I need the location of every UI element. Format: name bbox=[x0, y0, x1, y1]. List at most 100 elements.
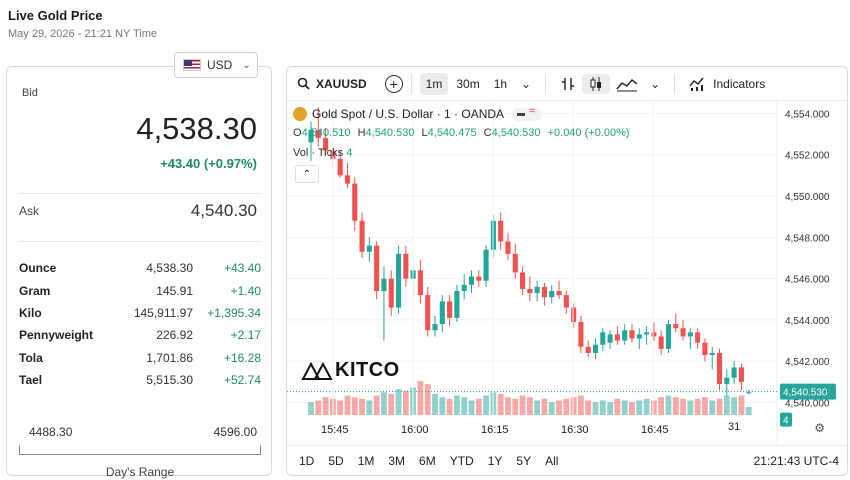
candle-body bbox=[476, 276, 482, 281]
range-bar: 1D 5D 1M 3M 6M YTD 1Y 5Y All 21:21:43 UT… bbox=[287, 445, 847, 475]
range-1m[interactable]: 1M bbox=[357, 453, 375, 468]
volume-bar bbox=[453, 395, 460, 415]
unit-row-pennyweight: Pennyweight 226.92 +2.17 bbox=[19, 324, 261, 346]
unit-price-table: Ounce 4,538.30 +43.40 Gram 145.91 +1.40 … bbox=[19, 257, 261, 391]
symbol-search[interactable]: XAUUSD bbox=[297, 77, 367, 91]
x-tick-label: 16:30 bbox=[561, 424, 589, 436]
candle-body bbox=[344, 175, 351, 184]
candle-body bbox=[578, 321, 584, 347]
volume-bar bbox=[475, 398, 482, 415]
currency-select[interactable]: USD ⌄ bbox=[174, 52, 258, 78]
interval-30m[interactable]: 30m bbox=[456, 76, 480, 91]
volume-bar bbox=[702, 397, 708, 415]
volume-value: 4 bbox=[346, 147, 353, 159]
y-tick-label: 4,554.000 bbox=[785, 109, 830, 120]
kitco-logo: KITCO bbox=[301, 359, 400, 382]
unit-name: Gram bbox=[19, 283, 51, 298]
volume-bar bbox=[621, 400, 628, 415]
volume-bar bbox=[322, 397, 329, 415]
candle-body bbox=[680, 328, 686, 337]
candle-body bbox=[636, 334, 642, 339]
volume-bar bbox=[731, 397, 738, 415]
y-tick-label: 4,544.000 bbox=[785, 316, 830, 327]
instrument-name: Gold Spot / U.S. Dollar · 1 · OANDA bbox=[312, 107, 505, 121]
interval-dropdown-icon[interactable]: ⌄ bbox=[521, 76, 532, 91]
unit-price: 145,911.97 bbox=[133, 305, 193, 320]
volume-bar bbox=[636, 400, 643, 415]
volume-bar bbox=[417, 381, 424, 415]
unit-price: 145.91 bbox=[156, 283, 193, 298]
candle-body bbox=[395, 253, 402, 308]
range-ytd[interactable]: YTD bbox=[449, 453, 474, 468]
open-value: 4,540.510 bbox=[301, 127, 351, 139]
candle-body bbox=[498, 220, 504, 242]
bid-change: +43.40 (+0.97%) bbox=[160, 156, 257, 171]
candle-body bbox=[746, 392, 752, 394]
unit-price: 226.92 bbox=[156, 328, 193, 343]
unit-row-ounce: Ounce 4,538.30 +43.40 bbox=[19, 257, 261, 279]
unit-name: Pennyweight bbox=[19, 328, 94, 343]
volume-bar bbox=[716, 398, 723, 415]
candles-chart-type-icon[interactable] bbox=[582, 73, 611, 94]
compare-add-icon[interactable]: + bbox=[384, 74, 403, 93]
area-chart-type-icon[interactable] bbox=[610, 74, 644, 94]
range-3m[interactable]: 3M bbox=[388, 453, 406, 468]
volume-bar bbox=[388, 393, 395, 415]
y-tick-label: 4,540.000 bbox=[785, 399, 830, 410]
divider bbox=[674, 73, 676, 94]
divider bbox=[19, 193, 259, 194]
range-all[interactable]: All bbox=[545, 453, 559, 468]
volume-bar bbox=[694, 398, 701, 415]
chart-type-dropdown-icon[interactable]: ⌄ bbox=[650, 76, 661, 91]
kitco-logo-icon bbox=[301, 361, 333, 380]
volume-bar bbox=[395, 389, 402, 415]
indicators-label: Indicators bbox=[713, 76, 766, 91]
candle-body bbox=[520, 272, 526, 289]
interval-1h[interactable]: 1h bbox=[493, 76, 508, 91]
unit-change: +16.28 bbox=[223, 350, 261, 365]
gold-coin-icon bbox=[293, 107, 307, 121]
candle-body bbox=[527, 288, 533, 294]
range-5y[interactable]: 5Y bbox=[516, 453, 532, 468]
y-tick-label: 4,550.000 bbox=[785, 192, 830, 203]
candle-body bbox=[665, 324, 672, 349]
candle-body bbox=[724, 377, 730, 384]
volume-bar bbox=[745, 406, 752, 415]
unit-name: Tola bbox=[19, 350, 43, 365]
day-range-label: Day's Range bbox=[105, 465, 175, 479]
volume-bar bbox=[643, 398, 650, 415]
volume-bar bbox=[629, 402, 635, 415]
candle-body bbox=[607, 334, 613, 343]
legend-options-icon[interactable] bbox=[512, 105, 543, 121]
chart-toolbar: XAUUSD + 1m 30m 1h ⌄ ⌄ Indicators bbox=[287, 67, 847, 101]
indicators-button[interactable]: Indicators bbox=[689, 76, 765, 92]
settings-icon[interactable]: ⚙ bbox=[814, 421, 825, 435]
ask-label: Ask bbox=[19, 204, 40, 218]
range-5d[interactable]: 5D bbox=[328, 453, 344, 468]
candle-body bbox=[512, 253, 518, 273]
volume-bar bbox=[359, 398, 365, 415]
last-price-label: 4,540.530 bbox=[783, 388, 828, 399]
volume-bar bbox=[614, 398, 621, 415]
unit-change: +1.40 bbox=[230, 283, 261, 298]
candle-body bbox=[673, 324, 679, 329]
volume-bar bbox=[599, 400, 606, 415]
unit-price: 5,515.30 bbox=[146, 373, 193, 388]
candle-body bbox=[388, 278, 394, 308]
candlestick-chart[interactable]: 4,554.000 4,552.000 4,550.000 4,548.000 4,54… bbox=[287, 101, 848, 447]
bar-chart-type-icon[interactable] bbox=[554, 74, 582, 94]
chart-clock[interactable]: 21:21:43 UTC-4 bbox=[753, 453, 839, 468]
range-6m[interactable]: 6M bbox=[419, 453, 436, 468]
volume-bar bbox=[381, 392, 387, 415]
volume-bar bbox=[650, 400, 657, 415]
interval-1m[interactable]: 1m bbox=[419, 72, 449, 95]
range-1y[interactable]: 1Y bbox=[487, 453, 503, 468]
collapse-legend-icon[interactable]: ⌃ bbox=[295, 165, 319, 183]
candle-body bbox=[403, 253, 409, 279]
x-tick-label: 16:15 bbox=[481, 424, 509, 436]
candle-body bbox=[454, 291, 460, 318]
candle-body bbox=[709, 352, 715, 356]
range-1d[interactable]: 1D bbox=[299, 453, 315, 468]
bid-label: Bid bbox=[22, 87, 38, 99]
x-tick-label: 16:00 bbox=[401, 424, 429, 436]
